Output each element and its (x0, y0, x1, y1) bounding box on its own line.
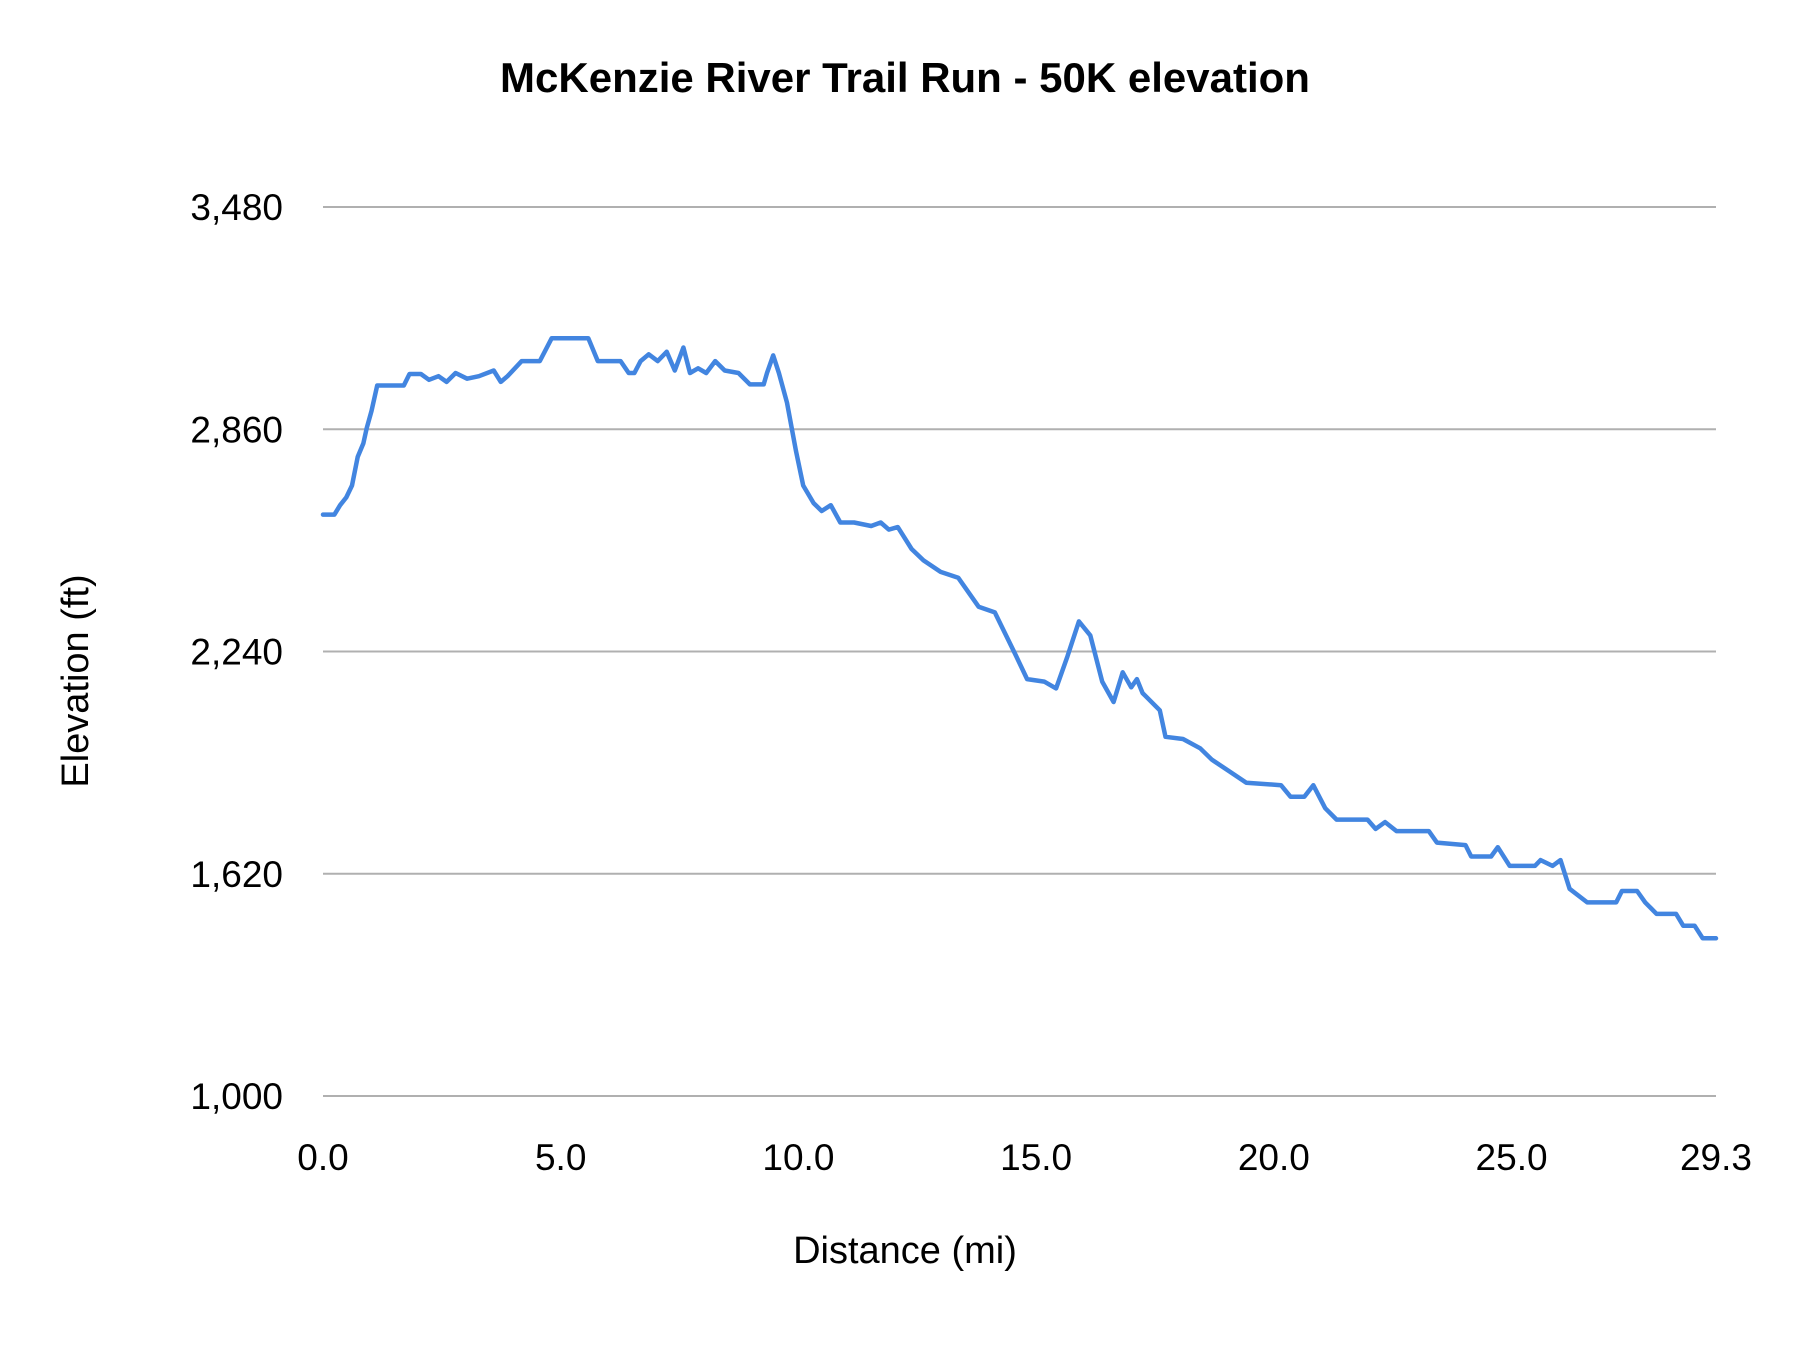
x-tick-label: 0.0 (297, 1137, 348, 1178)
y-axis-label: Elevation (ft) (55, 574, 97, 787)
x-axis-ticks: 0.0 5.0 10.0 15.0 20.0 25.0 29.3 (297, 1137, 1752, 1178)
x-tick-label: 20.0 (1238, 1137, 1310, 1178)
x-tick-label: 10.0 (762, 1137, 834, 1178)
y-tick-label: 2,860 (190, 409, 283, 450)
y-tick-label: 1,000 (190, 1076, 283, 1117)
x-tick-label: 15.0 (1000, 1137, 1072, 1178)
y-tick-label: 3,480 (190, 187, 283, 228)
series-line-elevation (320, 335, 1719, 941)
x-axis-label: Distance (mi) (793, 1230, 1017, 1272)
y-tick-label: 1,620 (190, 854, 283, 895)
gridlines (323, 206, 1716, 1097)
x-tick-label: 5.0 (535, 1137, 586, 1178)
x-tick-label: 29.3 (1680, 1137, 1752, 1178)
x-tick-label: 25.0 (1476, 1137, 1548, 1178)
y-axis-ticks: 1,000 1,620 2,240 2,860 3,480 (190, 187, 283, 1117)
y-tick-label: 2,240 (190, 632, 283, 673)
chart-title: McKenzie River Trail Run - 50K elevation (500, 54, 1310, 101)
